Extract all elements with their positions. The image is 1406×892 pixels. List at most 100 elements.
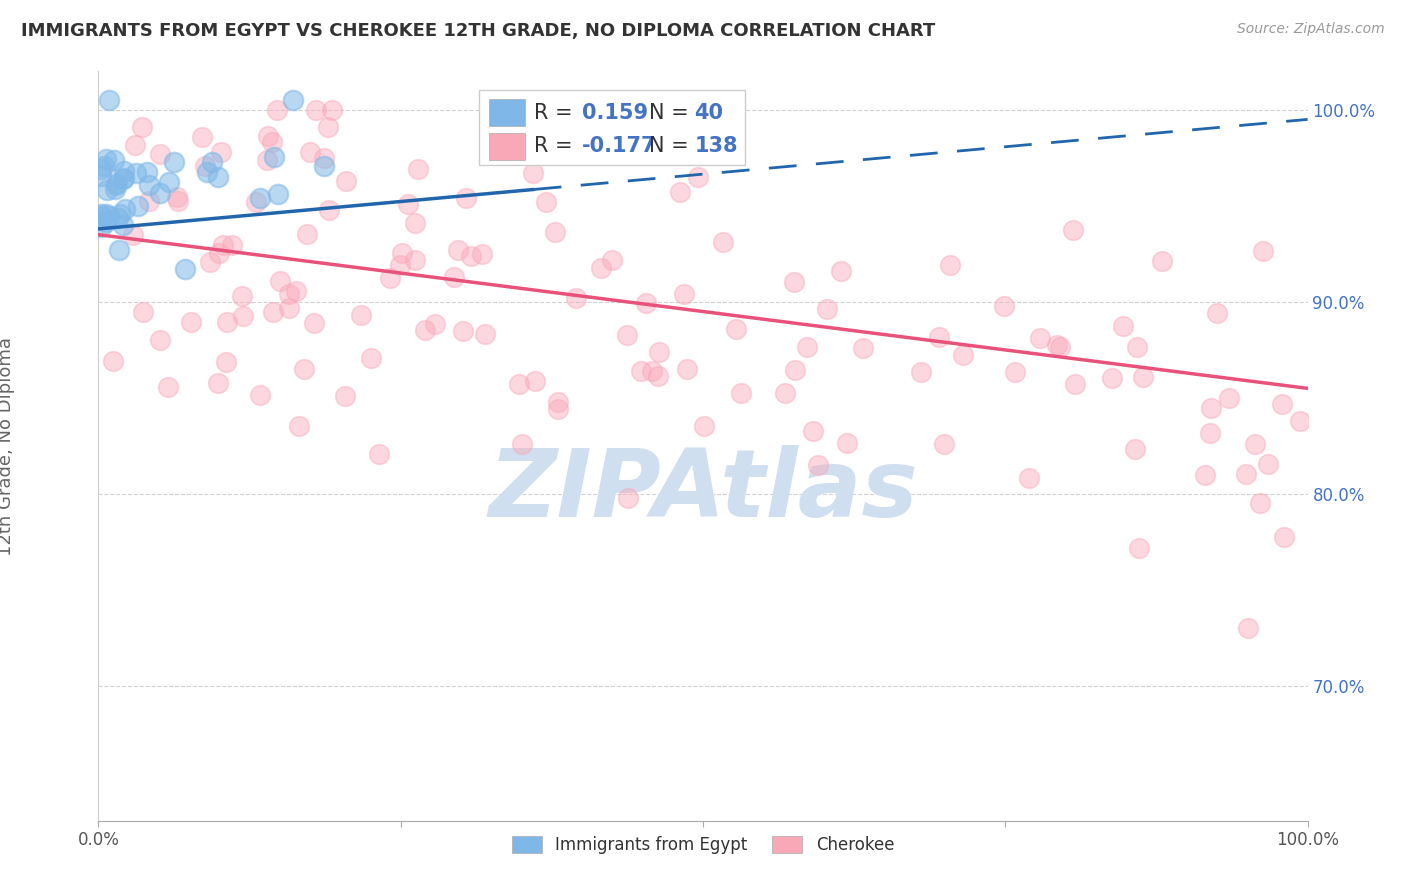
Point <box>630 364 652 378</box>
Text: 40: 40 <box>695 103 724 122</box>
Point <box>312 159 335 173</box>
Point <box>378 271 401 285</box>
Point <box>305 103 328 117</box>
Point <box>277 301 299 315</box>
Point <box>456 191 478 205</box>
Point <box>316 120 339 134</box>
Point <box>194 159 217 173</box>
Text: Source: ZipAtlas.com: Source: ZipAtlas.com <box>1237 22 1385 37</box>
Point <box>773 386 796 401</box>
Point <box>287 418 309 433</box>
Point <box>138 178 160 192</box>
Point <box>295 227 318 241</box>
Point <box>104 182 127 196</box>
Point <box>508 376 530 391</box>
Point <box>90 210 112 224</box>
Point <box>510 437 533 451</box>
Point <box>110 207 132 221</box>
Point <box>1004 365 1026 379</box>
Point <box>1029 331 1052 345</box>
Point <box>460 249 482 263</box>
Text: 138: 138 <box>695 136 738 156</box>
Point <box>451 324 474 338</box>
Point <box>285 284 308 298</box>
Point <box>837 435 859 450</box>
Point <box>1128 541 1150 555</box>
Text: R =: R = <box>534 103 579 122</box>
Point <box>127 199 149 213</box>
Point <box>515 117 537 131</box>
Point <box>1018 471 1040 485</box>
Point <box>910 365 932 379</box>
Point <box>474 327 496 342</box>
Point <box>157 175 180 189</box>
Point <box>1101 371 1123 385</box>
Point <box>207 376 229 391</box>
Point <box>367 447 389 461</box>
Point <box>1150 253 1173 268</box>
Point <box>207 169 229 184</box>
Point <box>360 351 382 365</box>
Point <box>1205 306 1227 320</box>
Point <box>257 129 280 144</box>
Point <box>1062 223 1084 237</box>
Point <box>602 253 624 268</box>
Point <box>1271 397 1294 411</box>
Point <box>114 202 136 216</box>
Point <box>830 264 852 278</box>
Text: 0.159: 0.159 <box>582 103 648 122</box>
FancyBboxPatch shape <box>489 99 526 126</box>
Point <box>524 374 547 388</box>
Point <box>215 355 238 369</box>
Point <box>231 309 253 323</box>
Point <box>1199 401 1222 416</box>
Point <box>725 322 748 336</box>
Point <box>111 171 134 186</box>
FancyBboxPatch shape <box>489 133 526 160</box>
Point <box>131 120 153 135</box>
Point <box>1234 467 1257 481</box>
Point <box>617 491 640 505</box>
Point <box>90 169 112 183</box>
Point <box>544 225 567 239</box>
Point <box>101 354 124 368</box>
Point <box>676 362 699 376</box>
Point <box>1244 437 1267 451</box>
Point <box>1249 496 1271 510</box>
Point <box>149 186 172 201</box>
Point <box>162 154 184 169</box>
Point <box>180 314 202 328</box>
Point <box>1288 414 1310 428</box>
Point <box>932 437 955 451</box>
Point <box>693 419 716 434</box>
Point <box>256 153 278 167</box>
Point <box>278 287 301 301</box>
Point <box>98 93 121 107</box>
Point <box>993 299 1015 313</box>
Point <box>302 316 325 330</box>
Point <box>94 152 117 166</box>
Point <box>672 286 695 301</box>
Point <box>112 170 135 185</box>
Point <box>536 195 558 210</box>
Point <box>208 246 231 260</box>
Text: ZIPAtlas: ZIPAtlas <box>488 445 918 537</box>
Point <box>212 238 235 252</box>
Point <box>104 178 127 193</box>
Point <box>1126 340 1149 354</box>
Point <box>157 380 180 394</box>
Point <box>335 174 357 188</box>
Point <box>221 238 243 252</box>
Point <box>166 194 188 209</box>
Point <box>783 275 806 289</box>
Point <box>939 258 962 272</box>
Point <box>108 244 131 258</box>
Point <box>335 388 357 402</box>
Point <box>245 195 267 210</box>
Point <box>589 260 612 275</box>
Point <box>249 191 271 205</box>
Point <box>217 315 239 329</box>
FancyBboxPatch shape <box>479 90 745 165</box>
Point <box>96 183 118 197</box>
Point <box>688 170 710 185</box>
